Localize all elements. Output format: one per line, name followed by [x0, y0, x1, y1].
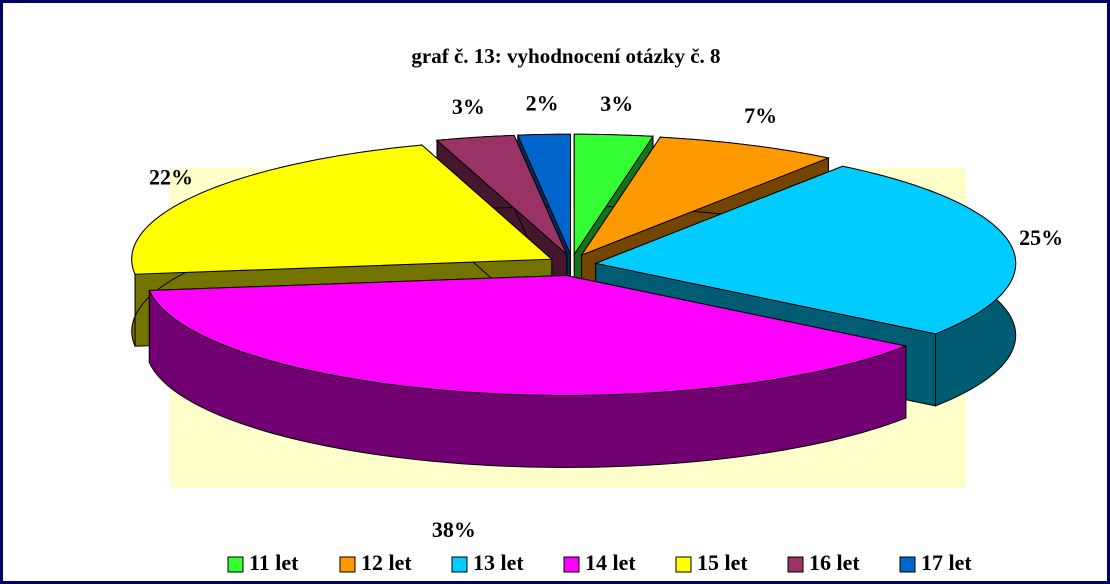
data-label: 3% — [452, 94, 485, 119]
data-label: 25% — [1019, 225, 1063, 250]
legend-label: 13 let — [473, 550, 524, 575]
chart-title: graf č. 13: vyhodnocení otázky č. 8 — [411, 44, 720, 68]
slice — [435, 134, 568, 255]
legend-swatch — [675, 556, 692, 573]
legend-swatch — [451, 556, 468, 573]
slice — [573, 133, 654, 256]
data-label: 22% — [149, 164, 193, 189]
data-label: 7% — [744, 103, 777, 128]
slice — [593, 165, 1017, 335]
slice — [580, 136, 831, 257]
slice — [517, 133, 571, 255]
slice — [148, 274, 908, 396]
data-label: 3% — [600, 91, 633, 116]
legend-label: 16 let — [809, 550, 860, 575]
data-label: 2% — [526, 90, 559, 115]
legend-label: 14 let — [585, 550, 636, 575]
legend-label: 17 let — [921, 550, 972, 575]
legend-label: 12 let — [361, 550, 412, 575]
legend-label: 15 let — [697, 550, 748, 575]
legend-swatch — [787, 556, 804, 573]
legend-swatch — [563, 556, 580, 573]
legend-swatch — [899, 556, 916, 573]
legend-swatch — [339, 556, 356, 573]
slice — [131, 144, 554, 275]
legend-label: 11 let — [249, 550, 299, 575]
data-label: 38% — [432, 517, 476, 542]
legend-swatch — [227, 556, 244, 573]
